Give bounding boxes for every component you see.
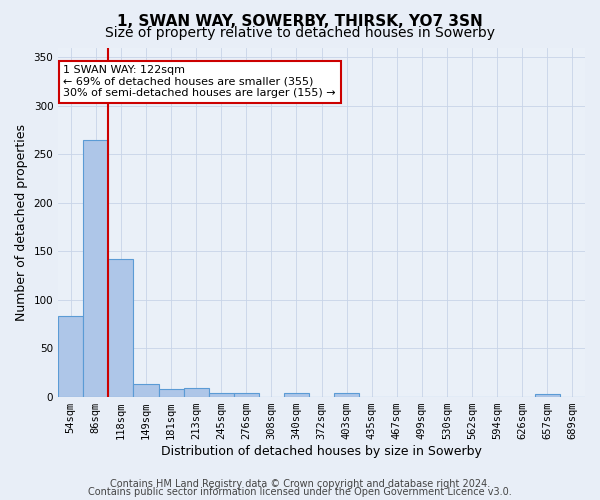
Text: Contains public sector information licensed under the Open Government Licence v3: Contains public sector information licen… — [88, 487, 512, 497]
Bar — [334, 392, 359, 396]
Bar — [234, 392, 259, 396]
X-axis label: Distribution of detached houses by size in Sowerby: Distribution of detached houses by size … — [161, 444, 482, 458]
Bar — [83, 140, 109, 396]
Y-axis label: Number of detached properties: Number of detached properties — [15, 124, 28, 320]
Bar — [284, 392, 309, 396]
Bar — [133, 384, 158, 396]
Bar — [209, 392, 234, 396]
Text: Contains HM Land Registry data © Crown copyright and database right 2024.: Contains HM Land Registry data © Crown c… — [110, 479, 490, 489]
Bar — [109, 259, 133, 396]
Bar — [184, 388, 209, 396]
Bar — [58, 316, 83, 396]
Text: 1, SWAN WAY, SOWERBY, THIRSK, YO7 3SN: 1, SWAN WAY, SOWERBY, THIRSK, YO7 3SN — [117, 14, 483, 29]
Text: Size of property relative to detached houses in Sowerby: Size of property relative to detached ho… — [105, 26, 495, 40]
Bar — [158, 389, 184, 396]
Text: 1 SWAN WAY: 122sqm
← 69% of detached houses are smaller (355)
30% of semi-detach: 1 SWAN WAY: 122sqm ← 69% of detached hou… — [64, 65, 336, 98]
Bar — [535, 394, 560, 396]
